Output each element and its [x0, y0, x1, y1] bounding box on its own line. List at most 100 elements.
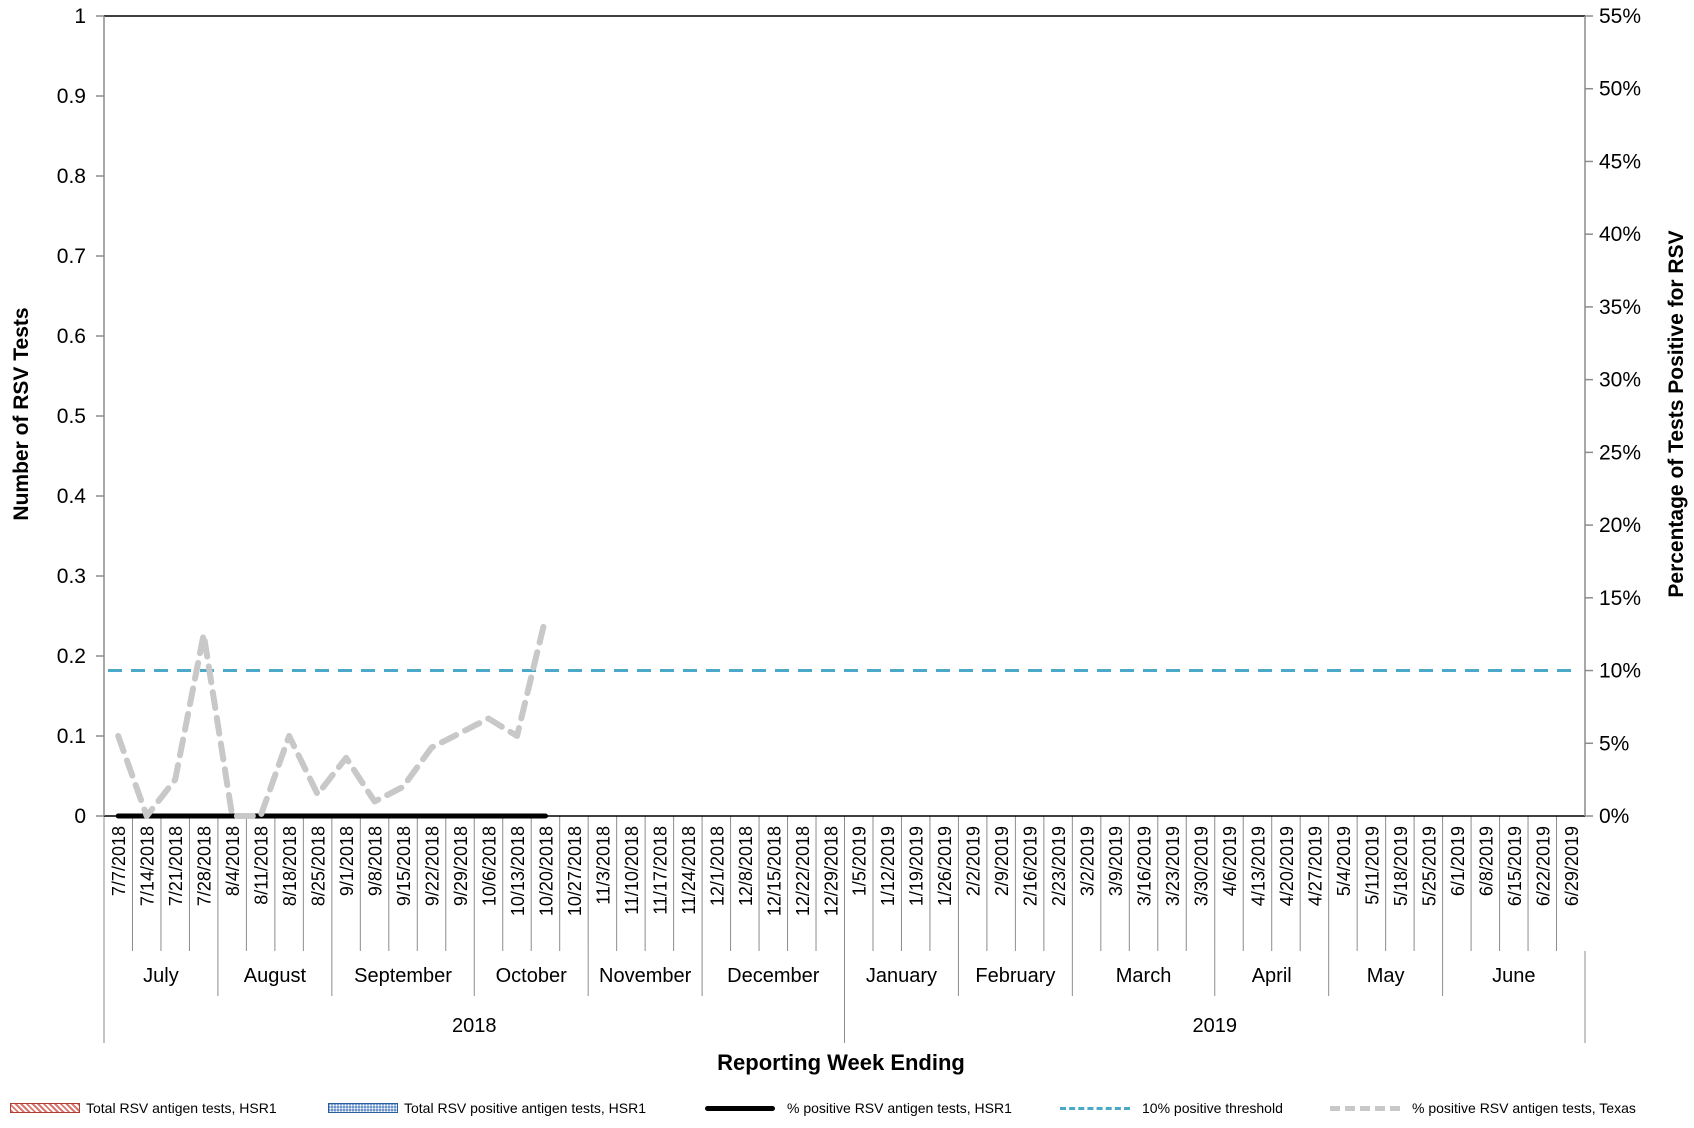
month-label: December	[727, 965, 820, 987]
legend-swatch-positive-tests	[328, 1103, 398, 1113]
legend-item-threshold: 10% positive threshold	[1060, 1100, 1283, 1116]
x-tick-label: 8/18/2018	[280, 826, 300, 906]
month-label: February	[975, 965, 1055, 987]
x-tick-label: 10/20/2018	[536, 826, 556, 916]
x-axis-title: Reporting Week Ending	[717, 1050, 965, 1075]
y2-tick-label: 5%	[1599, 732, 1629, 755]
axes	[96, 15, 1593, 817]
month-label: August	[244, 965, 307, 987]
y-tick-label: 0.7	[57, 245, 86, 268]
y-tick-label: 0.2	[57, 645, 86, 668]
x-tick-label: 8/11/2018	[252, 826, 272, 905]
x-tick-label: 4/27/2019	[1305, 826, 1325, 906]
x-tick-label: 2/16/2019	[1021, 826, 1041, 906]
y2-tick-label: 55%	[1599, 5, 1641, 28]
x-category-grid	[103, 816, 1586, 1043]
x-tick-label: 12/8/2018	[736, 826, 756, 906]
x-tick-label: 11/3/2018	[593, 826, 613, 905]
series-lines	[108, 615, 1577, 819]
axis-titles: Number of RSV Tests Percentage of Tests …	[10, 230, 1688, 1075]
x-tick-label: 3/2/2019	[1078, 826, 1098, 896]
y-tick-label: 0.1	[57, 725, 86, 748]
legend-swatch-pct-hsr1	[705, 1105, 775, 1111]
x-tick-label: 3/9/2019	[1106, 826, 1126, 896]
y-tick-label: 0	[74, 805, 86, 828]
x-tick-label: 12/22/2018	[793, 826, 813, 916]
x-tick-label: 11/10/2018	[622, 826, 642, 915]
legend-label-threshold: 10% positive threshold	[1142, 1100, 1283, 1116]
x-tick-label: 3/30/2019	[1192, 826, 1212, 906]
legend-label-pct-texas: % positive RSV antigen tests, Texas	[1412, 1100, 1636, 1116]
x-tick-label: 9/8/2018	[366, 826, 386, 896]
y2-tick-label: 35%	[1599, 296, 1641, 319]
y2-tick-label: 0%	[1599, 805, 1629, 828]
x-tick-label: 9/29/2018	[451, 826, 471, 906]
x-tick-label: 1/26/2019	[935, 826, 955, 906]
x-tick-label: 5/25/2019	[1419, 826, 1439, 906]
y-tick-label: 0.9	[57, 85, 86, 108]
y-tick-label: 0.4	[57, 485, 87, 508]
x-tick-label: 8/4/2018	[223, 826, 243, 896]
x-tick-label: 1/12/2019	[878, 826, 898, 906]
y2-tick-label: 45%	[1599, 150, 1641, 173]
month-label: January	[866, 965, 937, 987]
x-tick-label: 2/23/2019	[1049, 826, 1069, 906]
legend-label-positive-tests: Total RSV positive antigen tests, HSR1	[404, 1100, 647, 1116]
y2-tick-label: 50%	[1599, 78, 1641, 101]
legend-item-pct-texas: % positive RSV antigen tests, Texas	[1330, 1100, 1636, 1116]
month-label: March	[1116, 965, 1172, 987]
x-tick-label: 6/22/2019	[1533, 826, 1553, 906]
year-label: 2018	[452, 1015, 497, 1037]
month-label: July	[143, 965, 179, 987]
x-tick-label: 3/23/2019	[1163, 826, 1183, 906]
x-tick-label: 11/17/2018	[650, 826, 670, 915]
x-tick-label: 9/1/2018	[337, 826, 357, 896]
legend-item-positive-tests: Total RSV positive antigen tests, HSR1	[328, 1100, 646, 1116]
x-tick-label: 7/7/2018	[109, 826, 129, 896]
y-tick-label: 1	[74, 5, 86, 28]
legend-label-pct-hsr1: % positive RSV antigen tests, HSR1	[787, 1100, 1012, 1116]
y2-tick-label: 10%	[1599, 660, 1641, 683]
legend-item-pct-hsr1: % positive RSV antigen tests, HSR1	[705, 1100, 1012, 1116]
y2-tick-label: 40%	[1599, 223, 1641, 246]
legend-item-total-tests: Total RSV antigen tests, HSR1	[10, 1100, 277, 1116]
x-tick-label: 10/6/2018	[479, 826, 499, 906]
x-tick-label: 2/9/2019	[992, 826, 1012, 896]
x-tick-label: 7/14/2018	[138, 826, 158, 906]
x-tick-label: 12/1/2018	[707, 826, 727, 906]
y2-axis-title: Percentage of Tests Positive for RSV	[1665, 230, 1688, 597]
x-tick-label: 4/6/2019	[1220, 826, 1240, 896]
legend-swatch-threshold	[1060, 1106, 1130, 1110]
x-tick-label: 7/28/2018	[195, 826, 215, 906]
month-label: September	[354, 965, 452, 987]
y2-tick-label: 25%	[1599, 441, 1641, 464]
x-tick-label: 4/13/2019	[1248, 826, 1268, 906]
x-tick-label: 3/16/2019	[1135, 826, 1155, 906]
x-tick-label: 6/29/2019	[1562, 826, 1582, 906]
month-label: June	[1492, 965, 1535, 987]
x-tick-label: 10/13/2018	[508, 826, 528, 916]
y-tick-label: 0.6	[57, 325, 86, 348]
month-label: May	[1367, 965, 1405, 987]
x-tick-label: 4/20/2019	[1277, 826, 1297, 906]
x-tick-label: 1/5/2019	[850, 826, 870, 896]
month-label: November	[599, 965, 692, 987]
y2-tick-label: 15%	[1599, 587, 1641, 610]
x-tick-label: 12/15/2018	[764, 826, 784, 916]
tick-labels: July August September October November Decemb…	[57, 5, 1641, 1037]
x-tick-label: 5/4/2019	[1334, 826, 1354, 896]
y-tick-label: 0.3	[57, 565, 86, 588]
legend: Total RSV antigen tests, HSR1 Total RSV …	[0, 1100, 1694, 1124]
y-axis-title: Number of RSV Tests	[10, 307, 33, 520]
x-tick-label: 5/11/2019	[1362, 826, 1382, 905]
y2-tick-label: 20%	[1599, 514, 1641, 537]
x-tick-label: 5/18/2019	[1391, 826, 1411, 906]
legend-label-total-tests: Total RSV antigen tests, HSR1	[86, 1100, 277, 1116]
series-line-4	[115, 615, 549, 819]
y-tick-label: 0.8	[57, 165, 86, 188]
x-tick-label: 6/8/2019	[1476, 826, 1496, 896]
x-tick-label: 9/15/2018	[394, 826, 414, 906]
x-tick-label: 6/15/2019	[1505, 826, 1525, 906]
legend-swatch-total-tests	[10, 1103, 80, 1113]
x-tick-label: 6/1/2019	[1448, 826, 1468, 896]
